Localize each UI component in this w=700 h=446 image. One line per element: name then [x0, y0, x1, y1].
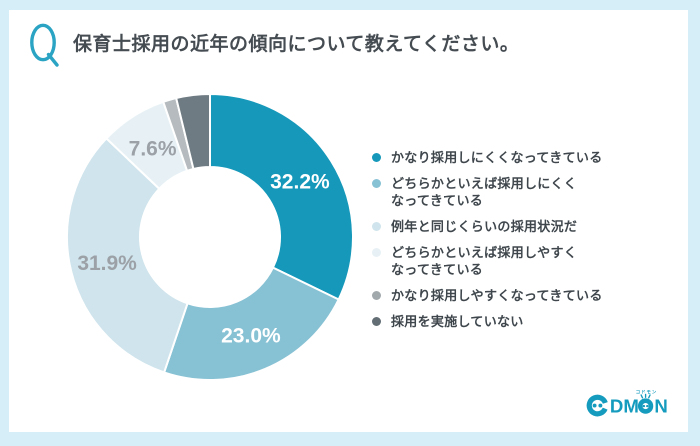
logo-ruby: コドモン	[636, 389, 657, 395]
legend-label: 採用を実施していない	[391, 314, 524, 329]
legend-bullet	[372, 222, 381, 231]
legend-item: かなり採用しにくくなってきている	[372, 149, 603, 166]
legend-item: どちらかといえば採用しにくく なってきている	[372, 175, 603, 209]
legend-bullet	[372, 153, 381, 162]
legend-bullet	[372, 248, 381, 257]
slice-percent-label: 32.2%	[270, 170, 330, 193]
codmon-logo: DM コドモン N	[584, 389, 672, 419]
legend-item: かなり採用しやすくなってきている	[372, 287, 603, 304]
question-header: 保育士採用の近年の傾向について教えてください。	[29, 22, 519, 68]
slice-percent-label: 23.0%	[221, 324, 281, 347]
legend-item: どちらかといえば採用しやすく なってきている	[372, 244, 603, 278]
slice-percent-label: 7.6%	[129, 137, 177, 160]
donut-slice	[209, 93, 354, 301]
donut-svg: 32.2% 23.0% 31.9% 7.6%	[65, 93, 354, 381]
legend-item: 例年と同じくらいの採用状況だ	[372, 218, 603, 235]
legend-label: どちらかといえば採用しやすく なってきている	[391, 245, 578, 277]
logo-o-face	[637, 393, 654, 414]
legend: かなり採用しにくくなってきているどちらかといえば採用しにくく なってきている例年…	[372, 149, 603, 330]
donut-slice	[163, 266, 340, 381]
legend-label: かなり採用しにくくなってきている	[391, 150, 603, 165]
logo-letters-dm: DM	[610, 395, 639, 416]
page-title: 保育士採用の近年の傾向について教えてください。	[73, 33, 520, 55]
donut-chart: 32.2% 23.0% 31.9% 7.6%	[60, 87, 360, 387]
logo-c-face	[586, 394, 609, 417]
legend-bullet	[372, 179, 381, 188]
legend-label: 例年と同じくらいの採用状況だ	[391, 219, 578, 234]
slice-percent-label: 31.9%	[77, 252, 137, 275]
legend-bullet	[372, 291, 381, 300]
legend-label: かなり採用しやすくなってきている	[391, 288, 603, 303]
legend-label: どちらかといえば採用しにくく なってきている	[391, 176, 577, 208]
legend-bullet	[372, 317, 381, 326]
chart-card: 保育士採用の近年の傾向について教えてください。 32.2% 23.0% 31.9% 7…	[9, 10, 688, 432]
donut-slice	[175, 93, 211, 170]
question-mark-icon	[30, 23, 59, 67]
legend-item: 採用を実施していない	[372, 313, 603, 330]
donut-slice	[65, 137, 189, 374]
logo-letter-n: N	[654, 395, 667, 416]
